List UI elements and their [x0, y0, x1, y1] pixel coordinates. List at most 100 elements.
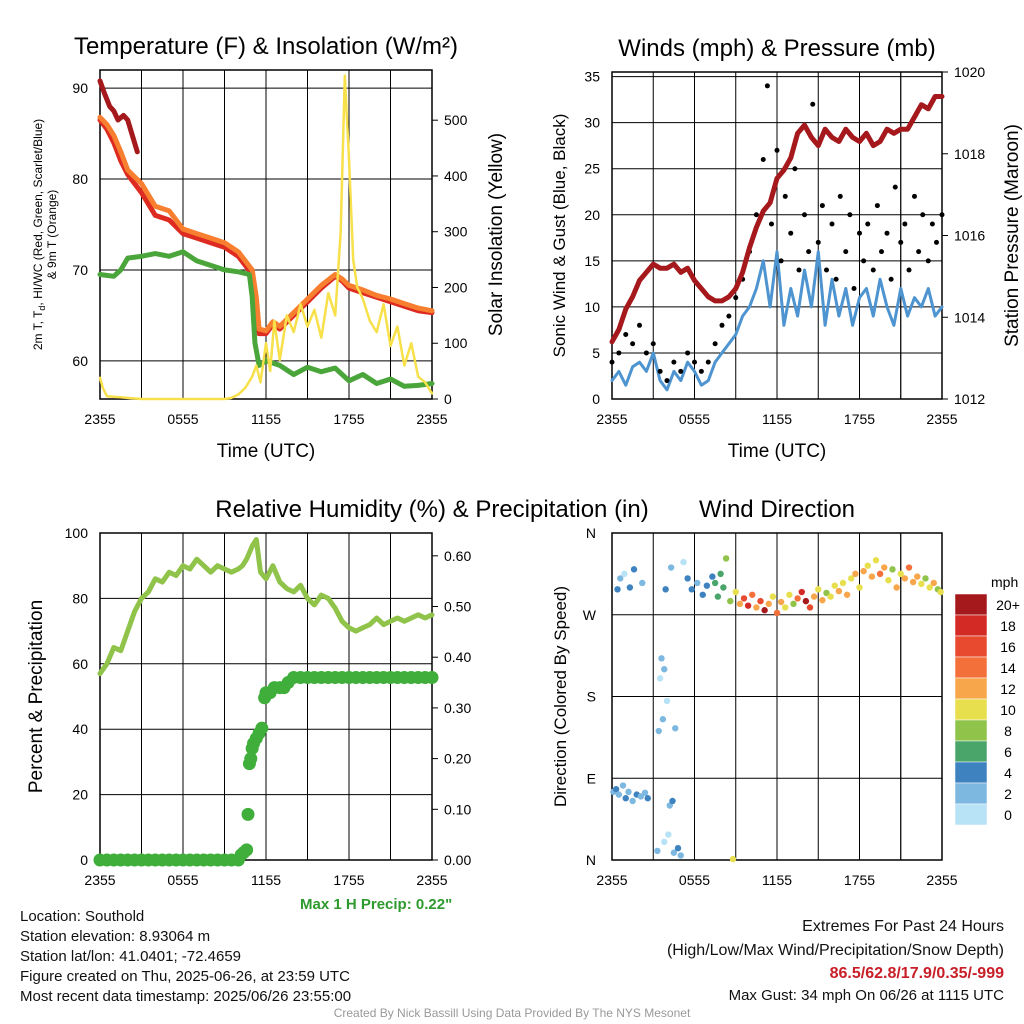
- direction-point: [860, 567, 867, 575]
- colorbar-swatch: [954, 803, 988, 826]
- direction-point: [674, 844, 682, 852]
- colorbar-label: 0: [1004, 807, 1012, 823]
- data-point: [782, 193, 788, 199]
- x-tick-label: 2355: [596, 872, 627, 888]
- data-point: [240, 843, 254, 857]
- direction-point: [665, 831, 672, 838]
- plot-frame: [99, 532, 433, 861]
- direction-point: [661, 666, 668, 673]
- direction-point: [926, 584, 933, 591]
- direction-point: [922, 575, 929, 582]
- direction-point: [848, 575, 855, 582]
- right-tick-label: 1018: [954, 146, 985, 162]
- x-tick-label: 0555: [679, 872, 710, 888]
- data-point: [664, 378, 670, 384]
- right-tick-label: 300: [444, 224, 468, 240]
- data-point: [764, 83, 770, 89]
- y-tick-label: 40: [72, 721, 88, 737]
- data-point: [760, 157, 766, 163]
- colorbar-label: 10: [1000, 702, 1016, 718]
- direction-point: [777, 598, 785, 606]
- data-point: [865, 221, 871, 227]
- plot-frame: [611, 532, 943, 861]
- direction-point: [909, 578, 917, 586]
- colorbar-swatch: [954, 761, 988, 784]
- data-point: [902, 221, 908, 227]
- data-point: [788, 230, 794, 236]
- data-point: [733, 295, 739, 301]
- direction-point: [717, 570, 724, 578]
- x-tick-label: 1155: [762, 872, 792, 888]
- direction-point: [839, 579, 847, 587]
- plot-frame: [611, 71, 943, 400]
- data-point: [623, 332, 629, 338]
- x-tick-label: 1155: [762, 411, 792, 427]
- data-point: [851, 285, 857, 291]
- data-point: [847, 212, 853, 218]
- data-point: [792, 166, 798, 172]
- data-point: [425, 670, 439, 684]
- station-location: Location: Southold: [20, 908, 145, 925]
- data-point: [705, 359, 711, 365]
- colorbar-swatch: [954, 614, 988, 637]
- direction-point: [881, 564, 888, 571]
- x-tick-label: 1755: [333, 872, 364, 888]
- y-tick-label: 60: [72, 656, 88, 672]
- x-tick-label: 1155: [251, 872, 281, 888]
- direction-point: [773, 609, 781, 617]
- direction-point: [868, 573, 876, 580]
- direction-point: [629, 797, 636, 805]
- colorbar-title: mph: [991, 574, 1018, 590]
- data-point: [920, 212, 926, 218]
- direction-point: [655, 727, 662, 735]
- recent-timestamp: Most recent data timestamp: 2025/06/26 2…: [20, 988, 352, 1005]
- data-point: [769, 221, 774, 227]
- colorbar-swatch: [954, 698, 988, 721]
- y-tick-label: 60: [72, 353, 88, 369]
- direction-point: [654, 847, 661, 855]
- direction-point: [688, 586, 695, 593]
- direction-point: [740, 595, 748, 602]
- direction-point: [736, 600, 744, 608]
- colorbar-swatch: [954, 782, 988, 805]
- y-tick-label: 20: [72, 787, 88, 803]
- y-tick-label: 15: [584, 253, 600, 269]
- data-point: [712, 341, 718, 347]
- data-point: [650, 341, 656, 347]
- panel-title: Relative Humidity (%) & Precipitation (i…: [215, 496, 648, 523]
- direction-point: [856, 584, 863, 591]
- data-point: [637, 322, 642, 328]
- right-tick-label: 1020: [954, 64, 985, 80]
- extremes-values: 86.5/62.8/17.9/0.35/-999: [829, 965, 1004, 982]
- direction-point: [615, 791, 623, 798]
- data-point: [912, 193, 917, 199]
- direction-point: [641, 789, 649, 796]
- x-axis-label: Time (UTC): [728, 441, 827, 462]
- direction-point: [765, 600, 772, 608]
- direction-point: [617, 575, 624, 582]
- direction-point: [622, 795, 629, 802]
- direction-point: [885, 577, 892, 584]
- direction-point: [720, 584, 727, 591]
- data-point: [726, 313, 732, 319]
- direction-point: [905, 564, 913, 571]
- right-tick-label: 100: [444, 335, 468, 351]
- direction-point: [864, 562, 871, 569]
- right-tick-label: 0.50: [444, 599, 471, 615]
- direction-point: [659, 716, 667, 723]
- right-tick-label: 0.00: [444, 852, 471, 868]
- x-tick-label: 2355: [926, 872, 957, 888]
- direction-point: [930, 579, 937, 587]
- colorbar-swatch: [954, 593, 988, 616]
- data-point: [898, 239, 904, 245]
- data-point: [698, 368, 704, 374]
- data-point: [874, 203, 880, 209]
- colorbar-label: 14: [1000, 660, 1016, 676]
- data-point: [774, 147, 780, 153]
- data-point: [861, 258, 867, 264]
- data-point: [609, 359, 615, 365]
- colorbar-label: 12: [1000, 681, 1016, 697]
- colorbar-label: 6: [1004, 744, 1012, 760]
- direction-point: [727, 597, 734, 605]
- x-tick-label: 2355: [84, 872, 115, 888]
